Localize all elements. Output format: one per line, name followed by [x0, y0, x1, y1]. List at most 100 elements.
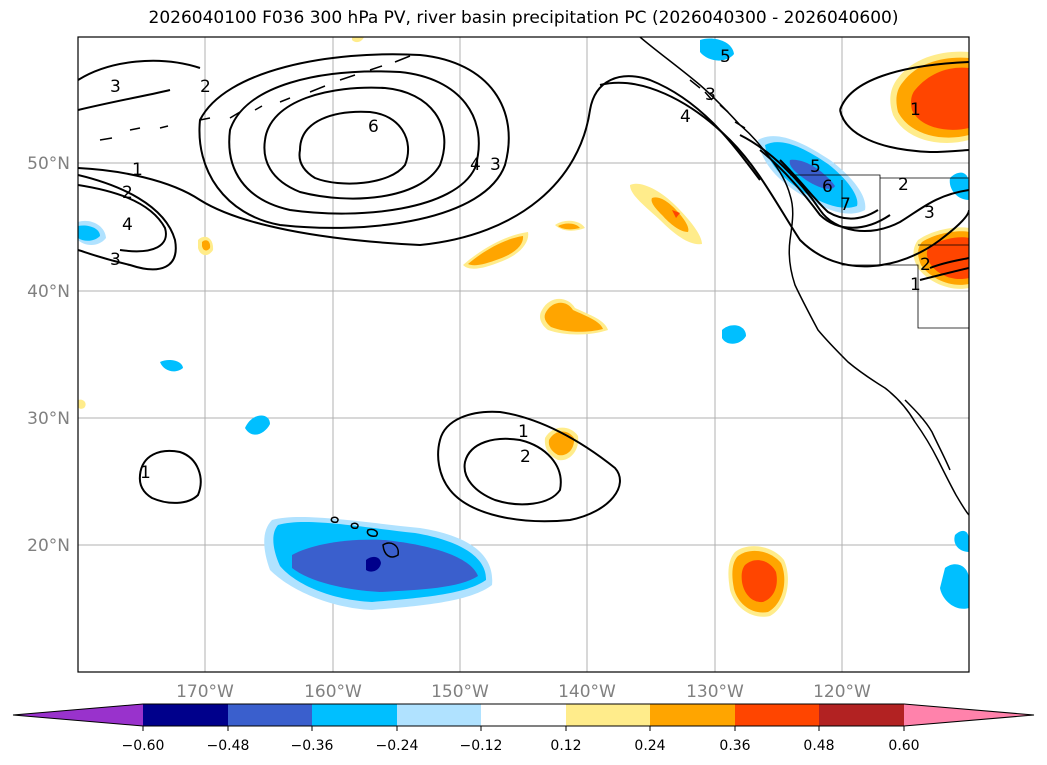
contour-label: 5	[720, 47, 731, 67]
map-title: 2026040100 F036 300 hPa PV, river basin …	[148, 8, 899, 28]
colorbar-segment	[143, 704, 228, 726]
colorbar-extend-left	[13, 704, 143, 726]
colorbar-segment	[397, 704, 481, 726]
shade-neg-spot-3-in	[78, 225, 100, 241]
colorbar-label: −0.12	[460, 738, 503, 754]
pv-contour-3	[198, 53, 510, 229]
pv-contour-4	[228, 70, 480, 215]
shade-pnw-inner	[789, 159, 835, 189]
shade-neg-spot-1	[245, 415, 270, 435]
coast-hawaii-oahu	[350, 522, 359, 529]
shade-pos-ne-inner	[911, 67, 969, 130]
contour-label: 3	[110, 250, 121, 270]
precip-shading	[78, 37, 969, 617]
lon-labels: 170°W 160°W 150°W 140°W 130°W 120°W	[176, 682, 871, 702]
contour-label: 1	[910, 275, 921, 295]
lon-label: 160°W	[304, 682, 362, 702]
shade-pos-mid-2-in	[468, 236, 524, 266]
shade-neg-spot-2	[160, 360, 183, 372]
lat-labels: 50°N 40°N 30°N 20°N	[27, 154, 70, 556]
colorbar-label: 0.12	[550, 738, 581, 754]
borders	[790, 174, 969, 329]
pv-contour-west-3	[78, 59, 201, 271]
contour-label: 1	[140, 463, 151, 483]
shade-pos-mid-3-in	[651, 197, 689, 232]
colorbar-label: −0.36	[291, 738, 334, 754]
colorbar-extend-right	[904, 704, 1034, 726]
colorbar-label: −0.24	[376, 738, 419, 754]
contour-label: 3	[924, 203, 935, 223]
colorbar-segment	[819, 704, 904, 726]
contour-label: 2	[898, 175, 909, 195]
shade-pos-small-2	[78, 399, 86, 409]
pv-contour-6	[298, 110, 410, 185]
pv-contour-west-sub-1	[138, 450, 202, 504]
lat-label: 30°N	[27, 409, 70, 429]
colorbar-segment	[650, 704, 735, 726]
contour-label: 2	[200, 77, 211, 97]
contour-label: 4	[680, 107, 691, 127]
contour-label: 3	[705, 85, 716, 105]
lon-label: 120°W	[813, 682, 871, 702]
colorbar-segment	[312, 704, 397, 726]
shade-neg-spot-7	[954, 530, 969, 552]
lat-label: 40°N	[27, 282, 70, 302]
pv-contour-west-1	[78, 75, 761, 247]
contour-label: 4	[122, 215, 133, 235]
shade-pos-small-3	[352, 37, 364, 43]
contour-label: 1	[518, 422, 529, 442]
shade-neg-spot-4	[722, 325, 746, 344]
colorbar-label: 0.48	[803, 738, 834, 754]
colorbar-segment	[735, 704, 819, 726]
pv-contour-ridge	[78, 81, 969, 268]
map-area	[78, 37, 969, 672]
colorbar-label: −0.60	[122, 738, 165, 754]
lon-label: 140°W	[558, 682, 616, 702]
contour-label: 1	[132, 160, 143, 180]
lat-label: 50°N	[27, 154, 70, 174]
coast-aleutians	[99, 55, 411, 141]
contour-label: 6	[822, 177, 833, 197]
coast-pnw-islands	[689, 79, 746, 129]
lon-label: 130°W	[686, 682, 744, 702]
coastlines	[99, 37, 969, 558]
colorbar-segment	[566, 704, 650, 726]
colorbar-label: 0.36	[719, 738, 750, 754]
pv-contour-ne-1	[839, 61, 969, 154]
shade-hawaii-core	[366, 556, 381, 572]
coast-hawaii-kauai	[330, 516, 339, 523]
contour-label: 7	[840, 195, 851, 215]
pv-contour-sub-2	[463, 437, 562, 506]
colorbar-label: 0.24	[634, 738, 665, 754]
shade-pos-mid-1-in	[544, 302, 603, 332]
shade-neg-spot-5	[700, 38, 734, 61]
shade-pos-mid-3-core	[672, 210, 680, 218]
coast-baja	[904, 399, 951, 471]
map-frame	[77, 36, 970, 673]
colorbar-segment	[228, 704, 312, 726]
lat-label: 20°N	[27, 536, 70, 556]
contour-label: 5	[810, 157, 821, 177]
contour-label: 4	[470, 155, 481, 175]
contour-label: 6	[368, 117, 379, 137]
colorbar-ticks	[142, 726, 905, 731]
colorbar-label: −0.48	[207, 738, 250, 754]
colorbar-labels: −0.60 −0.48 −0.36 −0.24 −0.12 0.12 0.24 …	[122, 738, 920, 754]
contour-labels: 3 2 6 1 2 4 3 4 3 4 3 5 6 7 2 3 1 2 1 1 …	[110, 47, 935, 483]
shade-pos-small-1-in	[202, 240, 211, 251]
contour-label: 3	[110, 77, 121, 97]
shade-pos-mid-4-in	[558, 223, 580, 230]
shade-pos-south-inner	[741, 560, 777, 603]
pv-contour-trough-3	[779, 159, 879, 220]
contour-label: 3	[490, 155, 501, 175]
shade-pos-mid-5-in	[548, 431, 575, 456]
coast-hawaii-maui	[366, 528, 379, 537]
shade-neg-spot-6	[940, 564, 969, 609]
contour-label: 1	[910, 100, 921, 120]
shade-pos-e-inner	[926, 237, 969, 280]
coast-hawaii-big	[382, 542, 399, 558]
contour-label: 2	[122, 183, 133, 203]
pv-contour-west-2	[78, 184, 167, 253]
contour-label: 2	[920, 255, 931, 275]
